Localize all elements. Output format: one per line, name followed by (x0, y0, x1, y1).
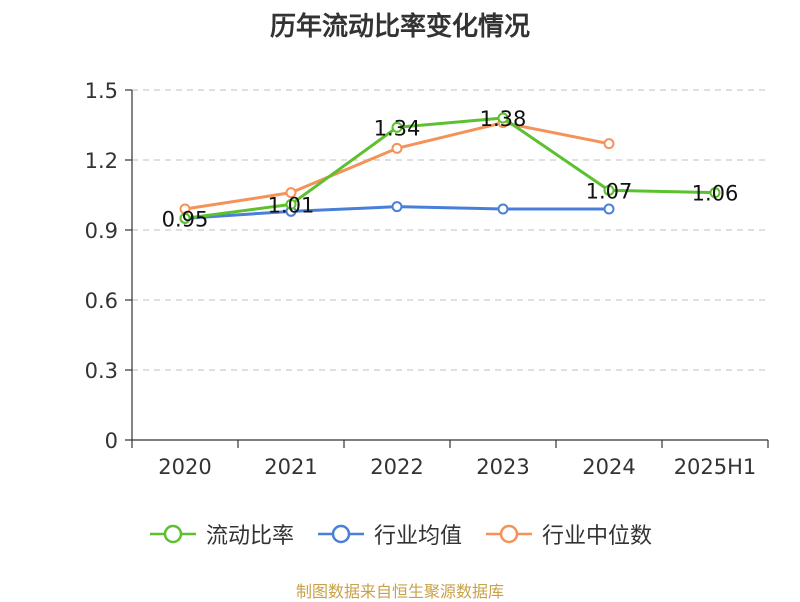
x-tick-label: 2020 (158, 455, 211, 479)
data-point (285, 187, 297, 199)
legend-line-icon (317, 524, 364, 544)
data-point (285, 198, 297, 210)
data-point (179, 212, 191, 224)
legend-label: 流动比率 (205, 524, 294, 549)
y-tick-label: 0.3 (85, 359, 118, 383)
data-label: 0.95 (162, 207, 209, 231)
legend-label: 行业中位数 (542, 524, 653, 549)
legend-label: 行业均值 (373, 524, 462, 549)
data-point (497, 112, 509, 124)
data-point (391, 121, 403, 133)
data-label: 1.34 (374, 116, 421, 140)
legend-line-icon (149, 524, 196, 544)
data-point (709, 187, 721, 199)
x-tick-label: 2021 (264, 455, 317, 479)
y-tick-label: 0.6 (85, 289, 118, 313)
data-point (497, 203, 509, 215)
y-tick-label: 0 (105, 429, 118, 453)
y-tick-label: 1.2 (85, 149, 118, 173)
legend-item-current-ratio[interactable]: 流动比率 (148, 518, 294, 550)
y-tick-label: 0.9 (85, 219, 118, 243)
data-label: 1.01 (268, 193, 315, 217)
x-tick-label: 2022 (370, 455, 423, 479)
legend-item-industry-mean[interactable]: 行业均值 (316, 518, 462, 550)
data-label: 1.07 (586, 179, 633, 203)
data-label: 1.38 (480, 107, 527, 131)
legend-line-icon (486, 524, 532, 544)
legend: 流动比率 行业均值 行业中位数 (0, 518, 800, 550)
x-tick-label: 2025H1 (674, 455, 757, 479)
x-tick-label: 2023 (476, 455, 529, 479)
data-point (603, 203, 615, 215)
legend-item-industry-median[interactable]: 行业中位数 (484, 518, 652, 550)
chart-title: 历年流动比率变化情况 (269, 12, 530, 42)
series-line (183, 116, 717, 220)
data-point (391, 201, 403, 213)
x-tick-label: 2024 (582, 455, 635, 479)
data-label: 1.06 (692, 182, 739, 206)
data-point (603, 184, 615, 196)
data-point (603, 138, 615, 150)
data-point (391, 142, 403, 154)
y-tick-label: 1.5 (85, 79, 118, 103)
source-note: 制图数据来自恒生聚源数据库 (295, 582, 504, 601)
